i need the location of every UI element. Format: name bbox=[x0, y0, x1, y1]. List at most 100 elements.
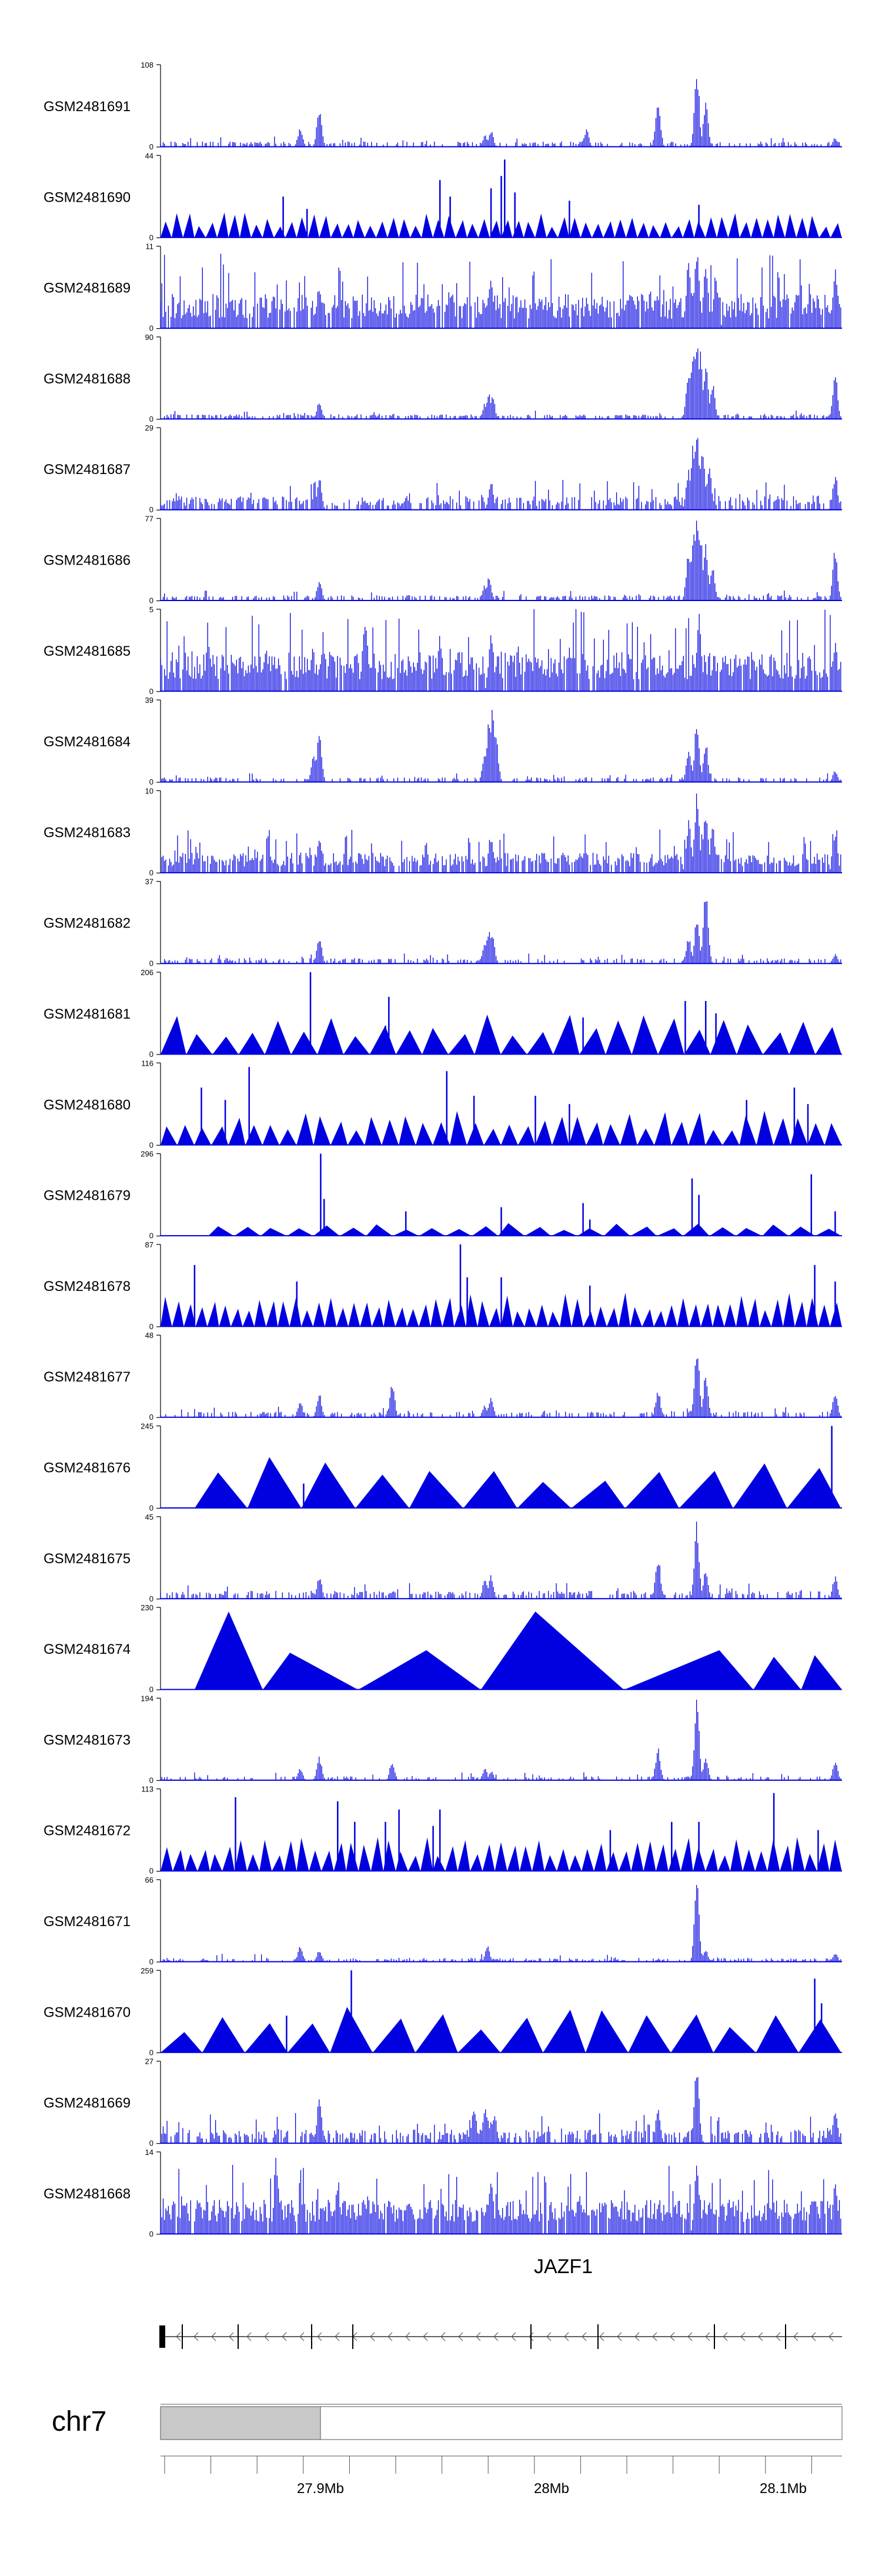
y-axis-max-label: 108 bbox=[141, 61, 153, 69]
chevron-left-icon bbox=[405, 2332, 410, 2341]
chevron-left-icon bbox=[564, 2332, 569, 2341]
y-axis-min-label: 0 bbox=[149, 1504, 153, 1513]
y-axis-min-label: 0 bbox=[149, 778, 153, 786]
signal-area bbox=[208, 1223, 842, 1236]
y-axis-min-label: 0 bbox=[149, 415, 153, 423]
chromosome-label: chr7 bbox=[52, 2406, 106, 2437]
signal-bars bbox=[161, 710, 841, 783]
signal-area bbox=[161, 2007, 841, 2053]
track-GSM2481668: GSM2481668 14 0 bbox=[44, 2148, 842, 2238]
y-axis-min-label: 0 bbox=[149, 1413, 153, 1422]
chevron-left-icon bbox=[264, 2332, 269, 2341]
signal-spikes bbox=[320, 1153, 836, 1236]
track-GSM2481675: GSM2481675 45 0 bbox=[44, 1513, 842, 1603]
gene-name: JAZF1 bbox=[534, 2255, 593, 2278]
y-axis-min-label: 0 bbox=[149, 1050, 153, 1059]
chevron-left-icon bbox=[440, 2332, 446, 2341]
track-GSM2481679: GSM2481679 296 0 bbox=[44, 1150, 842, 1240]
signal-area bbox=[161, 1015, 842, 1055]
track-label: GSM2481687 bbox=[44, 462, 131, 478]
signal-bars bbox=[160, 2158, 841, 2234]
y-axis-max-label: 27 bbox=[145, 2057, 153, 2066]
track-GSM2481678: GSM2481678 87 0 bbox=[44, 1240, 842, 1331]
signal-tracks: GSM24816911080GSM2481690440GSM2481689110… bbox=[44, 61, 842, 2238]
track-label: GSM2481676 bbox=[44, 1460, 131, 1476]
y-axis-min-label: 0 bbox=[149, 1594, 153, 1603]
y-axis-max-label: 11 bbox=[146, 242, 154, 251]
chevron-left-icon bbox=[723, 2332, 728, 2341]
track-label: GSM2481685 bbox=[44, 643, 131, 659]
y-axis-min-label: 0 bbox=[149, 1232, 153, 1240]
chevron-left-icon bbox=[476, 2332, 481, 2341]
track-label: GSM2481684 bbox=[44, 734, 131, 750]
signal-bars bbox=[164, 901, 841, 964]
gene-strand-arrows bbox=[176, 2332, 834, 2341]
track-label: GSM2481674 bbox=[44, 1641, 131, 1657]
track-GSM2481671: GSM2481671 66 0 bbox=[44, 1876, 842, 1966]
track-label: GSM2481690 bbox=[44, 189, 131, 205]
chevron-left-icon bbox=[828, 2332, 834, 2341]
signal-spikes bbox=[201, 1067, 809, 1146]
y-axis-min-label: 0 bbox=[149, 596, 153, 605]
chevron-left-icon bbox=[776, 2332, 781, 2341]
y-axis-max-label: 10 bbox=[145, 786, 153, 795]
y-axis-max-label: 194 bbox=[141, 1694, 153, 1703]
ideogram-body bbox=[320, 2406, 843, 2440]
track-label: GSM2481675 bbox=[44, 1551, 131, 1567]
chevron-left-icon bbox=[670, 2332, 675, 2341]
track-GSM2481680: GSM2481680 116 0 bbox=[44, 1059, 842, 1149]
gene-utr-block bbox=[159, 2325, 165, 2348]
y-axis-max-label: 259 bbox=[141, 1966, 153, 1975]
track-GSM2481673: GSM2481673 194 0 bbox=[44, 1694, 842, 1784]
chevron-left-icon bbox=[599, 2332, 604, 2341]
y-axis-max-label: 87 bbox=[145, 1240, 153, 1249]
y-axis-min-label: 0 bbox=[149, 1867, 153, 1876]
track-label: GSM2481679 bbox=[44, 1188, 131, 1204]
track-GSM2481672: GSM2481672 113 0 bbox=[44, 1785, 842, 1876]
track-label: GSM2481671 bbox=[44, 1914, 131, 1930]
y-axis-max-label: 14 bbox=[145, 2148, 153, 2157]
ruler-tick-label: 28Mb bbox=[534, 2481, 569, 2497]
y-axis-min-label: 0 bbox=[149, 142, 153, 151]
signal-area bbox=[161, 1110, 842, 1146]
chevron-left-icon bbox=[652, 2332, 657, 2341]
y-axis-max-label: 296 bbox=[141, 1150, 153, 1159]
track-label: GSM2481689 bbox=[44, 281, 131, 296]
track-GSM2481670: GSM2481670 259 0 bbox=[44, 1966, 842, 2057]
signal-area bbox=[194, 1457, 841, 1509]
track-label: GSM2481686 bbox=[44, 553, 131, 569]
genomic-ruler: 27.9Mb 28Mb 28.1Mb bbox=[161, 2455, 842, 2497]
y-axis-max-label: 45 bbox=[145, 1513, 153, 1521]
gene-model-jazf1: JAZF1 bbox=[159, 2255, 842, 2349]
signal-bars bbox=[160, 438, 841, 510]
chevron-left-icon bbox=[423, 2332, 428, 2341]
chevron-left-icon bbox=[335, 2332, 340, 2341]
track-label: GSM2481688 bbox=[44, 371, 131, 387]
track-label: GSM2481677 bbox=[44, 1369, 131, 1385]
signal-bars bbox=[160, 1521, 841, 1599]
track-GSM2481674: GSM2481674 230 0 bbox=[44, 1603, 842, 1694]
track-label: GSM2481682 bbox=[44, 916, 131, 932]
chevron-left-icon bbox=[617, 2332, 622, 2341]
signal-bars bbox=[160, 609, 841, 692]
chevron-left-icon bbox=[811, 2332, 816, 2341]
track-GSM2481688: GSM2481688 90 0 bbox=[44, 333, 842, 423]
track-label: GSM2481691 bbox=[44, 99, 131, 115]
y-axis-min-label: 0 bbox=[149, 1776, 153, 1784]
track-GSM2481687: GSM2481687 29 0 bbox=[44, 423, 842, 514]
track-label: GSM2481680 bbox=[44, 1097, 131, 1113]
y-axis-min-label: 0 bbox=[149, 324, 153, 333]
signal-area bbox=[161, 1293, 842, 1327]
chevron-left-icon bbox=[511, 2332, 516, 2341]
track-GSM2481682: GSM2481682 37 0 bbox=[44, 877, 842, 968]
chevron-left-icon bbox=[229, 2332, 234, 2341]
y-axis-max-label: 113 bbox=[141, 1785, 153, 1794]
chevron-left-icon bbox=[687, 2332, 693, 2341]
chevron-left-icon bbox=[282, 2332, 287, 2341]
signal-bars bbox=[162, 1885, 841, 1962]
ruler-tick-label: 28.1Mb bbox=[760, 2481, 807, 2497]
y-axis-min-label: 0 bbox=[149, 687, 153, 696]
track-label: GSM2481681 bbox=[44, 1006, 131, 1022]
chromosome-ideogram: chr7 bbox=[52, 2404, 843, 2440]
signal-bars bbox=[160, 1358, 841, 1418]
